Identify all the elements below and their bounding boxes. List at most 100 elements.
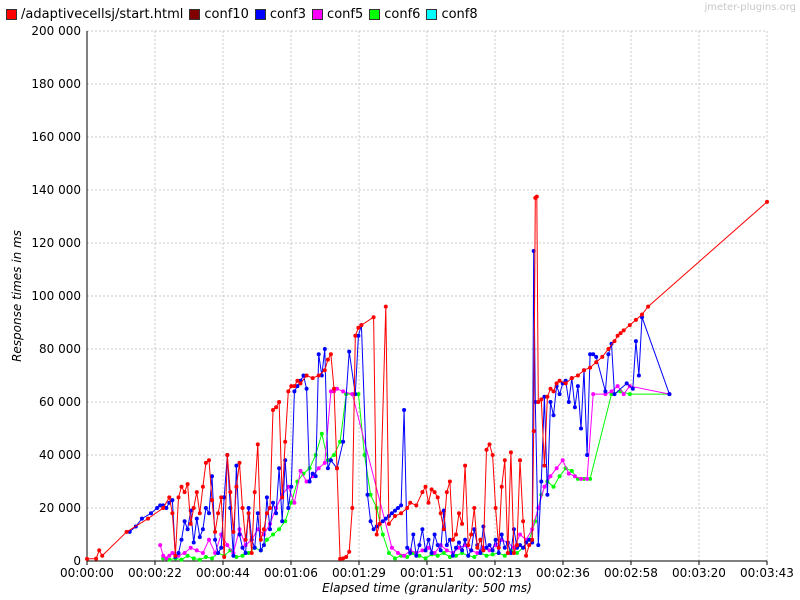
series-0-point bbox=[554, 381, 559, 386]
series-0-point bbox=[444, 490, 449, 495]
series-0-point bbox=[222, 555, 227, 559]
series-4-point bbox=[368, 492, 373, 497]
y-axis-label: Response times in ms bbox=[10, 230, 24, 362]
series-2-point bbox=[454, 545, 458, 550]
series-4-point bbox=[246, 551, 251, 555]
series-3-point bbox=[591, 392, 596, 397]
series-0-point bbox=[194, 490, 199, 495]
y-tick-label: 40 000 bbox=[39, 448, 81, 462]
series-0-point bbox=[466, 543, 471, 548]
series-4-point bbox=[234, 555, 239, 559]
series-0-point bbox=[588, 365, 593, 370]
series-2-point bbox=[158, 503, 163, 508]
series-4-point bbox=[618, 389, 623, 394]
series-2-point bbox=[496, 551, 501, 555]
series-0-point bbox=[268, 506, 272, 510]
series-0-point bbox=[460, 521, 465, 526]
series-4-point bbox=[179, 557, 184, 562]
series-2-point bbox=[325, 466, 330, 471]
series-0-point bbox=[237, 460, 242, 465]
series-0-point bbox=[100, 553, 105, 558]
series-0-point bbox=[243, 537, 248, 542]
series-0-point bbox=[94, 556, 99, 561]
series-0-point bbox=[173, 553, 178, 558]
series-0-point bbox=[612, 339, 617, 344]
legend-item: conf10 bbox=[189, 7, 249, 22]
legend-label: conf5 bbox=[327, 6, 364, 22]
series-0-point bbox=[505, 551, 510, 555]
series-4-point bbox=[380, 532, 385, 537]
series-3-point bbox=[457, 545, 461, 550]
series-2-point bbox=[170, 498, 175, 503]
series-2-point bbox=[322, 347, 327, 351]
series-2-point bbox=[435, 543, 440, 548]
series-2-point bbox=[536, 543, 541, 548]
series-3-point bbox=[389, 545, 394, 550]
series-2-point bbox=[542, 394, 547, 399]
series-0-point bbox=[563, 381, 568, 386]
series-0-point bbox=[493, 506, 498, 510]
series-2-point bbox=[295, 384, 300, 389]
series-2-point bbox=[469, 548, 474, 553]
series-2-point bbox=[268, 527, 272, 532]
series-4-point bbox=[338, 439, 343, 444]
series-4-point bbox=[271, 532, 275, 537]
series-2-point bbox=[432, 532, 437, 537]
y-tick-label: 120 000 bbox=[31, 236, 81, 250]
series-3-point bbox=[542, 484, 547, 489]
series-4-point bbox=[356, 392, 361, 397]
legend-item: conf8 bbox=[426, 7, 478, 22]
legend-label: /adaptivecellsj/start.html bbox=[21, 6, 184, 22]
series-4-point bbox=[435, 553, 440, 558]
series-2-point bbox=[527, 537, 532, 542]
series-0-point bbox=[210, 498, 214, 503]
series-0-point bbox=[161, 506, 166, 510]
series-0-point bbox=[399, 511, 404, 516]
x-axis-label: Elapsed time (granularity: 500 ms) bbox=[322, 581, 532, 595]
series-0-point bbox=[582, 368, 586, 373]
series-0-point bbox=[274, 405, 279, 410]
series-3-point bbox=[420, 548, 425, 553]
series-0-point bbox=[441, 527, 446, 532]
series-0-point bbox=[286, 389, 291, 394]
series-2-point bbox=[545, 492, 550, 497]
series-2-point bbox=[310, 471, 315, 476]
series-2-point bbox=[502, 545, 507, 550]
series-2-point bbox=[286, 506, 291, 510]
series-2-point bbox=[490, 548, 495, 553]
series-2-point bbox=[484, 545, 489, 550]
series-0-point bbox=[405, 506, 410, 510]
series-3-point bbox=[182, 551, 187, 555]
series-3-point bbox=[475, 551, 480, 555]
series-3-point bbox=[518, 532, 522, 537]
series-0-point bbox=[438, 511, 443, 516]
series-0-point bbox=[271, 408, 275, 412]
series-4-point bbox=[423, 556, 428, 561]
series-3-point bbox=[572, 474, 577, 479]
series-0-point bbox=[176, 495, 181, 500]
series-2-point bbox=[457, 540, 461, 545]
series-2-point bbox=[414, 553, 419, 558]
series-2-point bbox=[511, 527, 516, 532]
y-tick-label: 160 000 bbox=[31, 130, 81, 144]
series-0-point bbox=[213, 529, 218, 534]
legend-swatch bbox=[369, 8, 381, 20]
series-2-point bbox=[630, 386, 635, 391]
series-0-point bbox=[496, 545, 501, 550]
series-2-point bbox=[450, 553, 455, 558]
series-3-point bbox=[194, 548, 199, 553]
series-2-point bbox=[572, 405, 577, 410]
series-2-point bbox=[420, 527, 425, 532]
series-2-point bbox=[539, 479, 544, 484]
series-2-point bbox=[493, 537, 498, 542]
series-0-point bbox=[231, 529, 236, 534]
series-0-point bbox=[146, 516, 150, 521]
series-2-point bbox=[624, 381, 629, 386]
series-3-point bbox=[341, 389, 346, 394]
series-4-point bbox=[240, 553, 245, 558]
series-2-point bbox=[213, 537, 218, 542]
legend-item: conf6 bbox=[369, 7, 420, 22]
series-2-point bbox=[399, 503, 404, 508]
series-0-point bbox=[615, 333, 620, 338]
series-2-point bbox=[264, 495, 269, 500]
